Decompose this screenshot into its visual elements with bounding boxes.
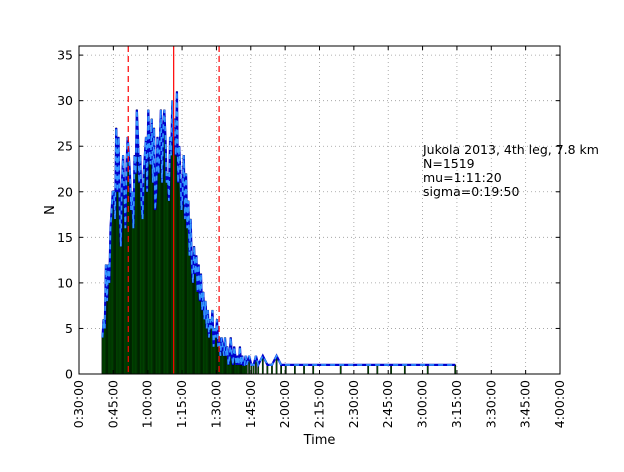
y-tick-label: 20 xyxy=(57,184,73,199)
histogram-bar xyxy=(303,364,305,375)
y-tick-label: 10 xyxy=(57,275,73,290)
x-tick-label: 2:45:00 xyxy=(380,380,395,428)
histogram-bar xyxy=(271,364,273,375)
histogram-bar xyxy=(367,364,370,375)
x-tick-label: 1:00:00 xyxy=(140,380,155,428)
x-tick-label: 1:15:00 xyxy=(174,380,189,428)
x-tick-label: 4:00:00 xyxy=(552,380,567,428)
x-tick-label: 3:00:00 xyxy=(415,380,430,428)
x-tick-label: 1:30:00 xyxy=(208,380,223,428)
x-tick-label: 2:00:00 xyxy=(277,380,292,428)
x-tick-label: 2:15:00 xyxy=(312,380,327,428)
histogram-bar xyxy=(390,364,392,375)
histogram-bar xyxy=(339,364,342,375)
y-tick-label: 35 xyxy=(57,48,73,63)
histogram-bar xyxy=(280,364,283,375)
histogram-bar xyxy=(252,364,255,375)
x-tick-label: 2:30:00 xyxy=(346,380,361,428)
annotation-line-mu: mu=1:11:20 xyxy=(423,170,502,185)
y-tick-label: 25 xyxy=(57,139,73,154)
outline-layer xyxy=(101,91,456,369)
x-axis-label: Time xyxy=(303,433,336,448)
y-tick-label: 15 xyxy=(57,230,73,245)
x-tick-label: 3:30:00 xyxy=(483,380,498,428)
histogram-bar xyxy=(454,364,457,375)
x-tick-label: 0:30:00 xyxy=(71,380,86,428)
histogram-bar xyxy=(376,364,379,375)
x-tick-label: 3:45:00 xyxy=(518,380,533,428)
y-tick-label: 5 xyxy=(65,321,73,336)
vertical-lines-layer xyxy=(127,46,220,374)
histogram-bar xyxy=(426,364,429,375)
histogram-bar xyxy=(294,364,296,375)
y-tick-label: 30 xyxy=(57,93,73,108)
ticks-layer: 0 5 10 15 20 25 30 35 0:30:00 0:45:00 1:00:00 1:15:… xyxy=(57,46,567,428)
x-tick-label: 3:15:00 xyxy=(449,380,464,428)
y-tick-label: 0 xyxy=(65,367,73,382)
x-tick-label: 1:45:00 xyxy=(243,380,258,428)
histogram-bar xyxy=(245,364,248,375)
y-axis-label: N xyxy=(43,205,58,215)
annotation-block: Jukola 2013, 4th leg, 7.8 km N=1519 mu=1… xyxy=(422,142,599,199)
histogram-bar xyxy=(312,364,315,375)
annotation-line-sigma: sigma=0:19:50 xyxy=(423,184,519,199)
annotation-line-title: Jukola 2013, 4th leg, 7.8 km xyxy=(422,142,599,157)
series-outline-dashed xyxy=(101,91,456,368)
annotation-line-n: N=1519 xyxy=(423,156,475,171)
x-tick-label: 0:45:00 xyxy=(105,380,120,428)
histogram-bar xyxy=(266,364,269,375)
histogram-bar xyxy=(403,364,406,375)
